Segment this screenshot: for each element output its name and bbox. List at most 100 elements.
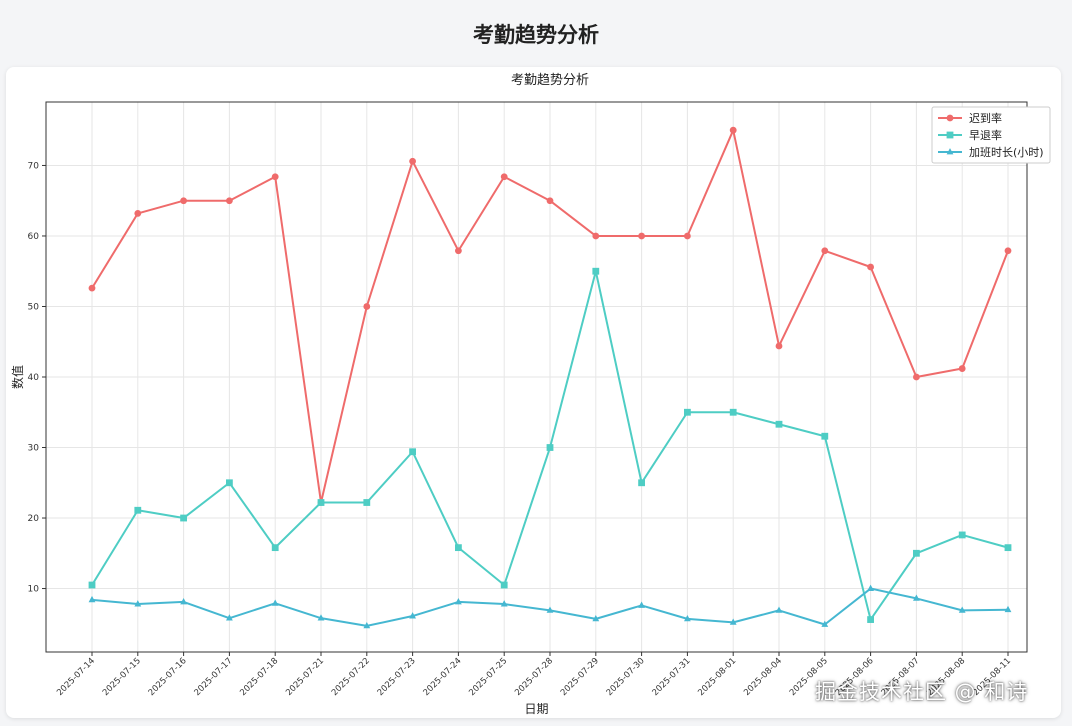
x-tick-label: 2025-07-31 <box>651 656 693 698</box>
watermark: 掘金技术社区 @ 和诗 <box>815 680 1029 704</box>
data-point <box>958 365 966 372</box>
data-point <box>729 408 737 416</box>
data-point <box>1004 605 1012 613</box>
x-tick-label: 2025-07-15 <box>101 656 143 698</box>
data-point <box>546 197 554 205</box>
chart-title: 考勤趋势分析 <box>511 72 589 88</box>
data-point <box>455 598 462 605</box>
y-tick-label: 20 <box>28 514 40 524</box>
legend-marker <box>946 131 954 139</box>
legend-label: 加班时长(小时) <box>969 146 1044 159</box>
legend-label: 早退率 <box>969 128 1002 142</box>
x-tick-label: 2025-07-22 <box>330 656 372 698</box>
data-point <box>958 606 966 613</box>
data-point <box>913 594 920 601</box>
x-axis-label: 日期 <box>524 702 548 716</box>
data-point <box>638 479 645 487</box>
data-point <box>88 284 96 292</box>
data-point <box>409 157 416 165</box>
data-point <box>775 420 783 428</box>
legend-box <box>931 106 1051 164</box>
data-point <box>180 514 187 522</box>
x-tick-label: 2025-07-17 <box>193 656 235 698</box>
data-point <box>363 303 371 310</box>
data-point <box>775 342 783 350</box>
data-point <box>638 601 645 608</box>
data-point <box>821 247 829 255</box>
legend-marker <box>946 114 954 122</box>
legend-marker <box>946 148 954 155</box>
data-point <box>958 531 966 539</box>
data-point <box>134 600 142 607</box>
x-tick-label: 2025-07-18 <box>238 656 280 698</box>
x-tick-label: 2025-07-21 <box>284 656 326 698</box>
data-point <box>88 595 96 603</box>
data-point <box>592 232 600 240</box>
data-point <box>1004 247 1012 255</box>
data-point <box>867 263 874 271</box>
data-point <box>317 614 325 621</box>
data-point <box>409 448 416 456</box>
y-tick-label: 60 <box>28 232 40 242</box>
x-tick-label: 2025-07-24 <box>422 656 464 698</box>
y-tick-label: 50 <box>28 302 40 312</box>
data-point <box>913 373 920 381</box>
data-point <box>684 614 691 622</box>
data-point <box>180 598 187 605</box>
data-point <box>271 173 279 181</box>
data-point <box>363 622 371 629</box>
data-point <box>821 620 829 627</box>
x-tick-label: 2025-08-04 <box>742 656 784 698</box>
data-point <box>317 499 325 506</box>
data-point <box>134 506 142 514</box>
y-tick-label: 40 <box>28 373 40 383</box>
page-header: 考勤趋势分析 <box>0 0 1072 68</box>
x-tick-label: 2025-07-29 <box>559 656 601 698</box>
x-tick-label: 2025-07-14 <box>55 656 97 698</box>
data-point <box>867 584 874 591</box>
data-point <box>455 544 462 552</box>
y-tick-label: 70 <box>28 161 40 171</box>
data-point <box>500 173 508 181</box>
x-tick-label: 2025-08-01 <box>696 656 738 698</box>
data-point <box>455 247 462 255</box>
data-point <box>363 499 371 506</box>
data-point <box>1004 544 1012 552</box>
data-point <box>821 432 829 440</box>
data-point <box>775 606 783 613</box>
data-point <box>592 614 600 622</box>
data-point <box>226 197 233 205</box>
x-tick-label: 2025-07-25 <box>467 656 509 698</box>
data-point <box>226 614 233 621</box>
data-point <box>913 549 920 557</box>
data-point <box>546 444 554 451</box>
data-point <box>134 210 142 217</box>
page-title: 考勤趋势分析 <box>473 23 599 47</box>
data-point <box>638 232 645 240</box>
data-point <box>867 616 874 623</box>
y-tick-label: 30 <box>28 444 40 454</box>
legend-label: 迟到率 <box>969 111 1002 125</box>
x-tick-label: 2025-07-23 <box>376 656 418 698</box>
data-point <box>729 126 737 134</box>
chart-card <box>6 67 1061 718</box>
x-tick-label: 2025-07-28 <box>513 656 555 698</box>
data-point <box>180 197 188 205</box>
data-point <box>271 599 279 606</box>
data-point <box>729 618 737 625</box>
data-point <box>271 544 279 552</box>
data-point <box>592 267 600 275</box>
data-point <box>500 581 508 589</box>
data-point <box>684 408 691 416</box>
data-point <box>546 606 554 613</box>
data-point <box>684 232 691 240</box>
data-point <box>500 600 508 607</box>
x-tick-label: 2025-07-16 <box>147 656 189 698</box>
data-point <box>226 479 233 487</box>
data-point <box>409 612 416 619</box>
data-point <box>88 581 96 589</box>
y-tick-label: 10 <box>28 585 40 595</box>
y-axis-label: 数值 <box>10 365 25 389</box>
x-tick-label: 2025-07-30 <box>605 656 647 698</box>
